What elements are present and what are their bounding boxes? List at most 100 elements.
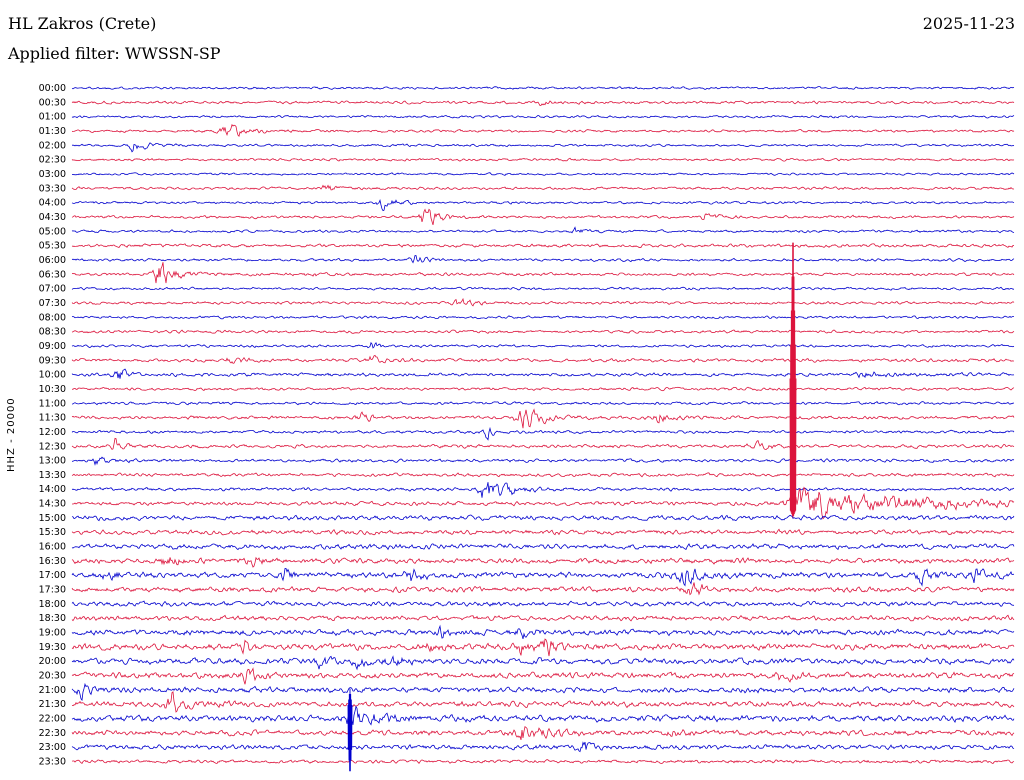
trace-row-10:00	[71, 368, 1015, 379]
time-label: 11:30	[39, 413, 66, 424]
time-label: 05:00	[39, 226, 66, 237]
time-label: 01:30	[39, 126, 66, 137]
trace-row-18:30	[71, 614, 1015, 622]
time-label: 16:30	[39, 556, 66, 567]
time-label: 06:30	[39, 269, 66, 280]
event-spike	[789, 242, 797, 518]
trace-row-03:30	[71, 184, 1015, 191]
trace-row-16:30	[71, 556, 1015, 568]
trace-row-21:30	[71, 691, 1015, 713]
time-label: 20:30	[39, 671, 66, 682]
time-label: 16:00	[39, 542, 66, 553]
trace-row-06:00	[71, 255, 1015, 264]
trace-row-05:30	[71, 243, 1015, 248]
time-label: 09:00	[39, 341, 66, 352]
trace-row-21:00	[71, 682, 1015, 702]
time-label: 00:00	[39, 83, 66, 94]
trace-row-13:30	[71, 472, 1015, 478]
time-label: 00:30	[39, 97, 66, 108]
time-label: 10:30	[39, 384, 66, 395]
time-label: 22:30	[39, 728, 66, 739]
time-label: 09:30	[39, 355, 66, 366]
time-label: 22:00	[39, 714, 66, 725]
time-label: 23:00	[39, 742, 66, 753]
time-label: 19:00	[39, 628, 66, 639]
filter-label: Applied filter: WWSSN-SP	[8, 44, 221, 63]
trace-row-02:30	[71, 157, 1015, 162]
trace-row-02:00	[72, 142, 1015, 153]
station-title: HL Zakros (Crete)	[8, 14, 157, 33]
trace-row-00:30	[71, 100, 1015, 107]
trace-row-18:00	[71, 600, 1015, 607]
time-label: 19:30	[39, 642, 66, 653]
trace-row-20:30	[71, 667, 1015, 685]
time-label: 02:30	[39, 155, 66, 166]
trace-row-08:30	[71, 329, 1015, 334]
time-label: 14:30	[39, 499, 66, 510]
time-label: 23:30	[39, 757, 66, 768]
trace-row-14:30	[72, 486, 1015, 520]
trace-row-23:00	[71, 741, 1015, 753]
trace-row-12:30	[71, 437, 1015, 451]
trace-row-04:30	[71, 208, 1015, 226]
trace-row-10:30	[71, 386, 1015, 392]
time-label: 13:30	[39, 470, 66, 481]
time-label: 12:00	[39, 427, 66, 438]
trace-row-11:00	[71, 401, 1015, 406]
trace-row-22:30	[71, 726, 1015, 741]
time-label: 03:00	[39, 169, 66, 180]
time-label: 02:00	[39, 140, 66, 151]
time-label: 04:30	[39, 212, 66, 223]
trace-row-14:00	[71, 482, 1015, 498]
time-label: 10:00	[39, 370, 66, 381]
trace-row-11:30	[71, 408, 1015, 429]
time-label: 18:30	[39, 613, 66, 624]
time-label: 13:00	[39, 456, 66, 467]
trace-row-09:00	[71, 341, 1015, 349]
time-label: 05:30	[39, 241, 66, 252]
time-label: 06:00	[39, 255, 66, 266]
trace-row-13:00	[71, 456, 1015, 466]
time-label: 20:00	[39, 656, 66, 667]
time-label: 15:30	[39, 527, 66, 538]
trace-row-01:00	[71, 114, 1015, 119]
trace-row-09:30	[71, 354, 1014, 364]
time-label: 21:00	[39, 685, 66, 696]
trace-row-20:00	[71, 655, 1015, 671]
trace-row-01:30	[71, 123, 1015, 137]
time-label: 03:30	[39, 183, 66, 194]
time-label: 08:00	[39, 312, 66, 323]
date-label: 2025-11-23	[922, 14, 1015, 33]
time-label: 04:00	[39, 198, 66, 209]
time-label: 21:30	[39, 699, 66, 710]
trace-row-07:00	[71, 286, 1014, 291]
event-spike	[347, 688, 353, 772]
time-label: 11:00	[39, 398, 66, 409]
time-label: 07:30	[39, 298, 66, 309]
time-label: 08:30	[39, 327, 66, 338]
trace-row-16:00	[71, 542, 1015, 551]
time-label: 18:00	[39, 599, 66, 610]
trace-row-07:30	[71, 297, 1015, 307]
trace-row-05:00	[71, 226, 1015, 234]
trace-row-15:00	[71, 514, 1015, 522]
trace-row-17:00	[71, 567, 1015, 587]
time-label: 07:00	[39, 284, 66, 295]
trace-row-06:30	[71, 262, 1015, 284]
trace-row-22:00	[71, 705, 1015, 727]
trace-row-12:00	[71, 426, 1015, 441]
trace-row-03:00	[71, 172, 1015, 176]
time-label: 17:00	[39, 570, 66, 581]
time-label: 12:30	[39, 441, 66, 452]
trace-row-17:30	[71, 582, 1015, 596]
trace-row-04:00	[71, 198, 1015, 212]
time-label: 15:00	[39, 513, 66, 524]
trace-row-08:00	[71, 315, 1014, 320]
trace-row-19:00	[71, 624, 1015, 640]
trace-row-15:30	[71, 528, 1015, 536]
trace-row-19:30	[71, 638, 1015, 657]
trace-row-00:00	[71, 86, 1015, 90]
time-label: 17:30	[39, 585, 66, 596]
